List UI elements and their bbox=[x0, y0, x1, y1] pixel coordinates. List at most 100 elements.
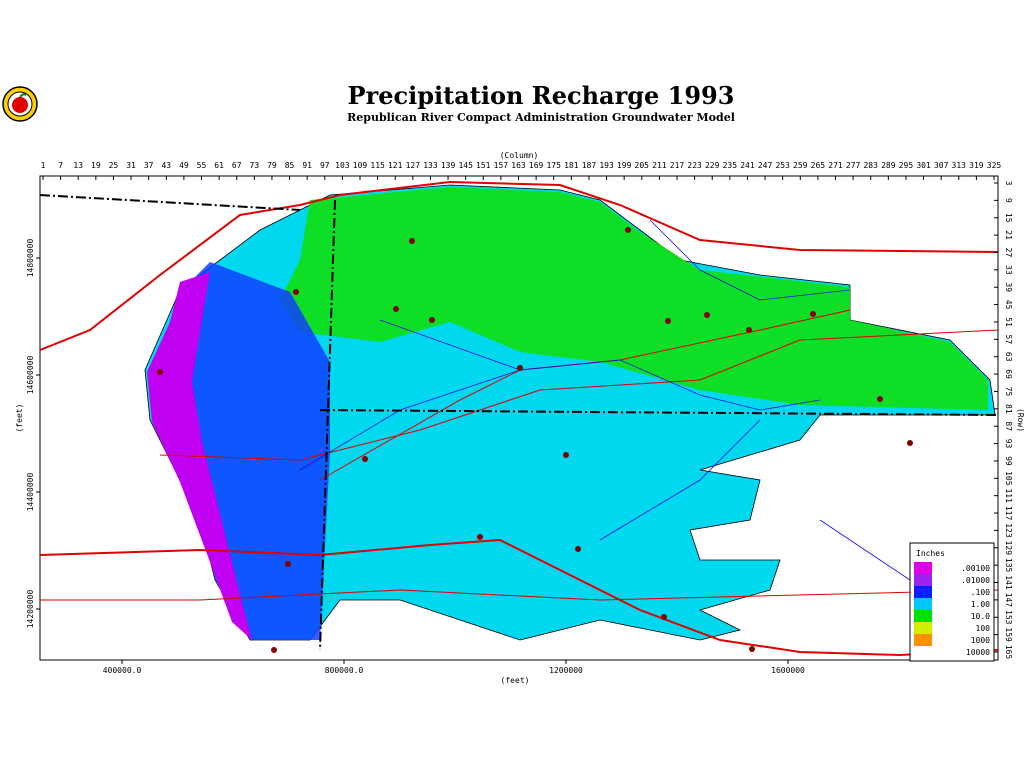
column-tick-label: 73 bbox=[250, 161, 260, 170]
column-tick-label: 259 bbox=[793, 161, 808, 170]
row-tick-label: 123 bbox=[1004, 523, 1013, 538]
column-tick-label: 43 bbox=[161, 161, 171, 170]
column-tick-label: 199 bbox=[617, 161, 632, 170]
row-tick-label: 69 bbox=[1004, 369, 1013, 379]
column-tick-label: 1 bbox=[41, 161, 46, 170]
roads bbox=[39, 180, 999, 657]
column-tick-label: 151 bbox=[476, 161, 491, 170]
column-tick-label: 25 bbox=[109, 161, 119, 170]
column-tick-label: 235 bbox=[723, 161, 738, 170]
legend-swatch bbox=[914, 598, 932, 610]
x-tick-label: 1600000 bbox=[771, 666, 805, 675]
column-tick-label: 265 bbox=[811, 161, 826, 170]
column-tick-label: 97 bbox=[320, 161, 330, 170]
x-tick-label: 1200000 bbox=[549, 666, 583, 675]
legend-label: 10000 bbox=[966, 648, 990, 657]
legend-swatch bbox=[914, 562, 932, 574]
column-tick-label: 205 bbox=[635, 161, 650, 170]
column-tick-label: 85 bbox=[285, 161, 295, 170]
row-tick-label: 75 bbox=[1004, 387, 1013, 397]
y-tick-label: 14800000 bbox=[26, 239, 35, 278]
row-tick-label: 63 bbox=[1004, 352, 1013, 362]
legend-swatch bbox=[914, 646, 932, 658]
row-tick-label: 111 bbox=[1004, 488, 1013, 503]
row-tick-label: 153 bbox=[1004, 610, 1013, 625]
row-tick-label: 105 bbox=[1004, 471, 1013, 486]
x-tick-label: 800000.0 bbox=[325, 666, 364, 675]
map bbox=[39, 175, 999, 661]
column-axis-title: (Column) bbox=[500, 151, 539, 160]
legend-swatch bbox=[914, 574, 932, 586]
column-tick-label: 169 bbox=[529, 161, 544, 170]
row-tick-label: 57 bbox=[1004, 335, 1013, 345]
legend-label: .00100 bbox=[961, 564, 990, 573]
row-tick-label: 99 bbox=[1004, 456, 1013, 466]
row-tick-label: 159 bbox=[1004, 627, 1013, 642]
legend-title: Inches bbox=[916, 549, 945, 558]
legend-label: 1000 bbox=[971, 636, 990, 645]
column-tick-label: 241 bbox=[740, 161, 755, 170]
row-tick-label: 21 bbox=[1004, 230, 1013, 240]
row-tick-label: 15 bbox=[1004, 213, 1013, 223]
column-tick-label: 247 bbox=[758, 161, 773, 170]
row-tick-label: 165 bbox=[1004, 645, 1013, 660]
column-tick-label: 91 bbox=[302, 161, 312, 170]
row-axis-title: (Row) bbox=[1016, 408, 1024, 432]
row-tick-label: 135 bbox=[1004, 558, 1013, 573]
column-tick-label: 319 bbox=[969, 161, 984, 170]
column-tick-label: 289 bbox=[881, 161, 896, 170]
column-tick-label: 301 bbox=[916, 161, 931, 170]
column-tick-label: 139 bbox=[441, 161, 456, 170]
row-tick-label: 129 bbox=[1004, 541, 1013, 556]
column-tick-label: 283 bbox=[863, 161, 878, 170]
column-tick-label: 193 bbox=[599, 161, 614, 170]
column-tick-label: 307 bbox=[934, 161, 949, 170]
column-tick-label: 133 bbox=[423, 161, 438, 170]
row-tick-label: 51 bbox=[1004, 317, 1013, 327]
column-tick-label: 187 bbox=[582, 161, 597, 170]
row-tick-label: 93 bbox=[1004, 439, 1013, 449]
column-tick-label: 55 bbox=[197, 161, 207, 170]
column-tick-label: 121 bbox=[388, 161, 403, 170]
state-lines bbox=[39, 194, 999, 651]
legend-label: .100 bbox=[971, 588, 990, 597]
y-axis-title: (feet) bbox=[15, 404, 24, 433]
row-tick-label: 81 bbox=[1004, 404, 1013, 414]
high-recharge-zone bbox=[280, 187, 988, 410]
column-tick-label: 49 bbox=[179, 161, 189, 170]
row-tick-label: 3 bbox=[1004, 181, 1013, 186]
column-tick-label: 175 bbox=[546, 161, 561, 170]
row-tick-label: 27 bbox=[1004, 248, 1013, 258]
column-tick-label: 325 bbox=[987, 161, 1002, 170]
legend-label: 100 bbox=[976, 624, 991, 633]
column-tick-label: 313 bbox=[952, 161, 967, 170]
column-tick-label: 109 bbox=[353, 161, 368, 170]
towns bbox=[157, 227, 913, 653]
column-tick-label: 277 bbox=[846, 161, 861, 170]
column-tick-label: 31 bbox=[126, 161, 136, 170]
column-tick-label: 163 bbox=[511, 161, 526, 170]
title: Precipitation Recharge 1993 bbox=[348, 81, 735, 110]
x-axis-title: (feet) bbox=[501, 676, 530, 685]
logo bbox=[2, 86, 38, 122]
y-tick-label: 14400000 bbox=[26, 473, 35, 512]
column-tick-label: 115 bbox=[370, 161, 385, 170]
x-tick-label: 400000.0 bbox=[103, 666, 142, 675]
column-tick-label: 253 bbox=[775, 161, 790, 170]
column-tick-label: 271 bbox=[828, 161, 843, 170]
column-tick-label: 157 bbox=[494, 161, 509, 170]
row-tick-label: 39 bbox=[1004, 282, 1013, 292]
column-tick-label: 223 bbox=[687, 161, 702, 170]
column-tick-label: 19 bbox=[91, 161, 101, 170]
column-tick-label: 79 bbox=[267, 161, 277, 170]
column-tick-label: 61 bbox=[214, 161, 224, 170]
legend-swatch bbox=[914, 634, 932, 646]
column-tick-label: 217 bbox=[670, 161, 685, 170]
column-tick-label: 103 bbox=[335, 161, 350, 170]
column-tick-label: 37 bbox=[144, 161, 154, 170]
legend-swatch bbox=[914, 586, 932, 598]
row-tick-label: 141 bbox=[1004, 575, 1013, 590]
column-tick-label: 145 bbox=[458, 161, 473, 170]
column-tick-label: 7 bbox=[58, 161, 63, 170]
